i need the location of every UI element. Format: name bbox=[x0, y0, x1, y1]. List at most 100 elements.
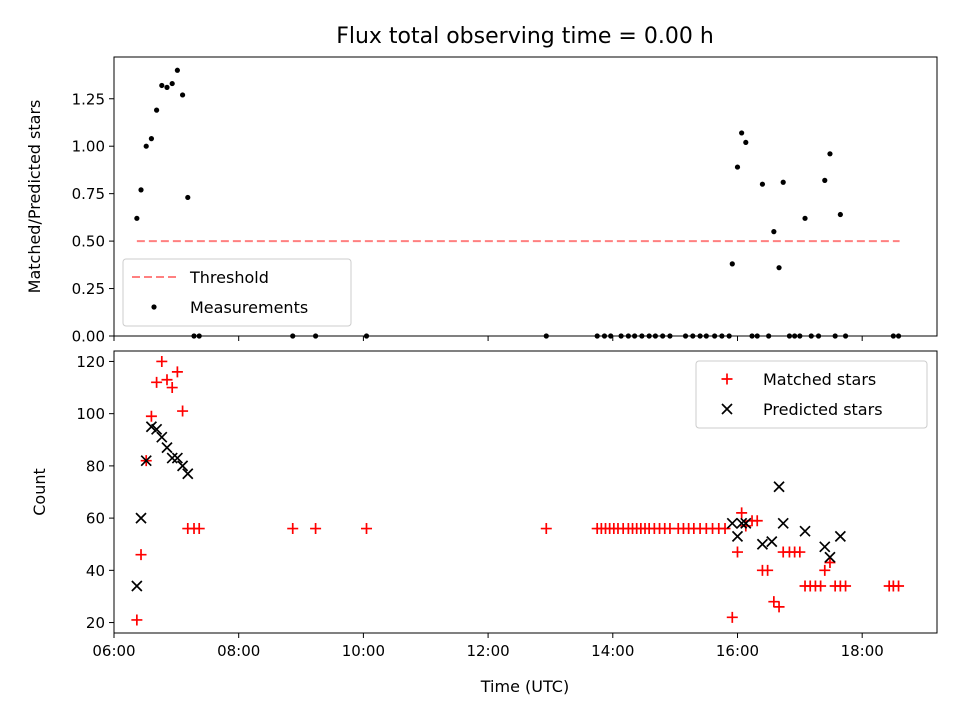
predicted-stars-point-21 bbox=[824, 551, 836, 563]
y-tick-label: 1.25 bbox=[72, 90, 105, 108]
chart-title: Flux total observing time = 0.00 h bbox=[336, 24, 714, 49]
matched-stars-point-8 bbox=[171, 366, 183, 378]
x-tick-label: 06:00 bbox=[92, 642, 135, 660]
predicted-stars-point-0 bbox=[131, 580, 143, 592]
measurements-point-37 bbox=[739, 130, 745, 136]
matched-stars-point-65 bbox=[840, 580, 852, 592]
matched-stars-point-6 bbox=[161, 374, 173, 386]
legend-swatch-point-0 bbox=[721, 373, 733, 385]
x-tick-label: 08:00 bbox=[217, 642, 260, 660]
legend-box bbox=[122, 258, 352, 327]
predicted-stars-point-19 bbox=[799, 525, 811, 537]
predicted-stars-point-6 bbox=[161, 442, 173, 454]
measurements-point-1 bbox=[138, 187, 144, 193]
matched-stars-point-15 bbox=[361, 523, 373, 535]
measurements-point-44 bbox=[776, 265, 782, 271]
matched-stars-point-5 bbox=[156, 355, 168, 367]
measurements-point-53 bbox=[827, 151, 833, 157]
predicted-stars-point-4 bbox=[151, 423, 163, 435]
ratio-y-axis-label: Matched/Predicted stars bbox=[25, 100, 44, 294]
measurements-point-35 bbox=[729, 261, 735, 267]
matched-stars-point-52 bbox=[773, 601, 785, 613]
measurements-point-49 bbox=[802, 215, 808, 221]
count-legend: Matched stars Predicted stars bbox=[695, 360, 928, 429]
matched-stars-point-42 bbox=[719, 523, 731, 535]
matched-stars-point-7 bbox=[166, 382, 178, 394]
matched-stars-point-48 bbox=[751, 515, 763, 527]
legend-box bbox=[695, 360, 928, 429]
measurements-point-36 bbox=[734, 164, 741, 170]
y-tick-label: 1.00 bbox=[72, 138, 105, 156]
ratio-axes-frame bbox=[113, 56, 938, 337]
legend-label: Measurements bbox=[190, 298, 308, 317]
matched-stars-point-1 bbox=[135, 549, 147, 561]
matched-stars-point-14 bbox=[310, 523, 322, 535]
predicted-stars-point-16 bbox=[766, 536, 778, 548]
measurements-point-4 bbox=[154, 107, 160, 113]
legend-swatch-point-1 bbox=[151, 304, 157, 310]
count-axis-ticks: 20 40 60 80 100 120 06:00 08:00 10:00 12:00 14:00 1… bbox=[76, 353, 883, 660]
matched-stars-point-60 bbox=[815, 580, 827, 592]
predicted-stars-point-11 bbox=[726, 517, 738, 529]
matched-stars-point-3 bbox=[145, 410, 157, 422]
count-panel: 20 40 60 80 100 120 06:00 08:00 10:00 12:00 14:00 1… bbox=[30, 350, 938, 696]
ratio-legend: Threshold Measurements bbox=[122, 258, 352, 327]
measurements-point-5 bbox=[159, 82, 165, 89]
legend-label: Threshold bbox=[189, 268, 269, 287]
predicted-stars-point-8 bbox=[171, 452, 183, 464]
measurements-point-41 bbox=[759, 181, 766, 187]
count-plot-marks bbox=[131, 355, 905, 626]
y-tick-label: 40 bbox=[86, 562, 105, 580]
matched-stars-point-45 bbox=[736, 507, 748, 519]
measurements-point-52 bbox=[822, 177, 828, 183]
matched-stars-point-12 bbox=[193, 523, 205, 535]
matched-stars-point-56 bbox=[794, 546, 806, 558]
matched-stars-point-61 bbox=[819, 564, 831, 576]
x-tick-label: 10:00 bbox=[342, 642, 385, 660]
predicted-stars-point-1 bbox=[135, 512, 147, 524]
measurements-point-0 bbox=[134, 215, 140, 221]
matched-stars-point-62 bbox=[824, 557, 836, 568]
predicted-stars-point-5 bbox=[156, 431, 168, 443]
predicted-stars-point-12 bbox=[731, 530, 744, 542]
predicted-stars-point-9 bbox=[176, 460, 189, 472]
measurements-point-9 bbox=[179, 92, 186, 98]
measurements-point-43 bbox=[771, 229, 777, 235]
predicted-stars-point-18 bbox=[777, 517, 789, 529]
count-y-axis-label: Count bbox=[30, 468, 49, 516]
predicted-stars-point-20 bbox=[819, 541, 831, 553]
y-tick-label: 0.00 bbox=[72, 328, 105, 346]
y-tick-label: 120 bbox=[76, 353, 105, 371]
y-tick-label: 0.25 bbox=[72, 280, 105, 298]
measurements-point-55 bbox=[837, 211, 843, 218]
x-tick-label: 14:00 bbox=[591, 642, 634, 660]
predicted-stars-point-7 bbox=[166, 452, 178, 464]
measurements-point-10 bbox=[185, 194, 191, 201]
measurements-point-38 bbox=[743, 139, 749, 146]
predicted-stars-point-22 bbox=[834, 530, 846, 542]
predicted-stars-point-10 bbox=[182, 468, 194, 480]
measurements-point-6 bbox=[164, 84, 170, 90]
y-tick-label: 0.75 bbox=[72, 185, 105, 203]
x-tick-label: 16:00 bbox=[716, 642, 759, 660]
series-matched-stars bbox=[131, 355, 905, 626]
y-tick-label: 60 bbox=[86, 510, 105, 528]
matched-stars-point-13 bbox=[287, 523, 299, 535]
measurements-point-3 bbox=[148, 136, 155, 142]
predicted-stars-point-13 bbox=[736, 517, 748, 529]
ratio-panel: 0.00 0.25 0.50 0.75 1.00 1.25 Matched/Predict… bbox=[25, 56, 938, 346]
x-axis-label: Time (UTC) bbox=[480, 677, 569, 696]
matched-stars-point-4 bbox=[151, 376, 163, 388]
predicted-stars-point-17 bbox=[773, 481, 785, 493]
predicted-stars-point-2 bbox=[140, 455, 152, 467]
predicted-stars-point-14 bbox=[740, 517, 752, 529]
measurements-point-2 bbox=[143, 143, 149, 149]
y-tick-label: 100 bbox=[76, 405, 105, 423]
matched-stars-point-68 bbox=[893, 580, 905, 592]
predicted-stars-point-15 bbox=[756, 538, 769, 550]
measurements-point-7 bbox=[169, 80, 175, 87]
matched-stars-point-51 bbox=[768, 596, 780, 608]
series-predicted-stars bbox=[131, 421, 846, 592]
matched-stars-point-0 bbox=[131, 614, 143, 626]
